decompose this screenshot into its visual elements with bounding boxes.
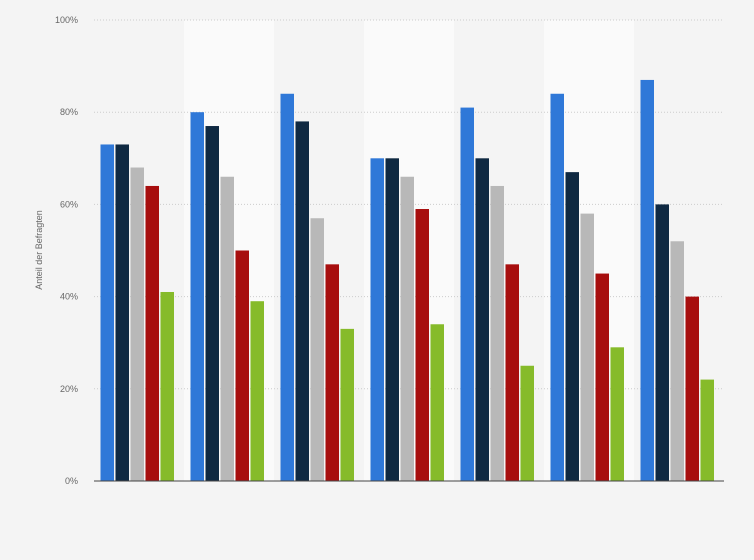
y-tick-label: 40% <box>60 292 78 302</box>
bar[interactable] <box>460 107 475 481</box>
y-axis-ticks: 0% 20% 40% 60% 80% 100% <box>55 15 78 486</box>
bar[interactable] <box>685 296 700 481</box>
bar[interactable] <box>220 176 235 482</box>
bar[interactable] <box>385 158 400 482</box>
bar[interactable] <box>565 172 580 481</box>
bar[interactable] <box>655 204 670 481</box>
y-tick-label: 20% <box>60 384 78 394</box>
bar[interactable] <box>610 347 625 481</box>
bar[interactable] <box>280 93 295 481</box>
bar[interactable] <box>640 79 655 482</box>
y-tick-label: 60% <box>60 199 78 209</box>
bar[interactable] <box>250 301 265 481</box>
y-tick-label: 80% <box>60 107 78 117</box>
bar[interactable] <box>115 144 130 481</box>
bar[interactable] <box>325 264 340 481</box>
bar[interactable] <box>550 93 565 481</box>
bar[interactable] <box>595 273 610 481</box>
bar[interactable] <box>235 250 250 482</box>
y-tick-label: 0% <box>65 476 78 486</box>
bar[interactable] <box>400 176 415 482</box>
bar[interactable] <box>310 218 325 482</box>
bar[interactable] <box>100 144 115 481</box>
bar[interactable] <box>430 324 445 481</box>
bar[interactable] <box>580 213 595 481</box>
bar[interactable] <box>205 126 220 481</box>
bar[interactable] <box>670 241 685 481</box>
bar[interactable] <box>475 158 490 482</box>
y-tick-label: 100% <box>55 15 78 25</box>
bar[interactable] <box>145 185 160 481</box>
bar[interactable] <box>190 112 205 481</box>
bar[interactable] <box>700 379 715 481</box>
bar[interactable] <box>415 209 430 481</box>
bar[interactable] <box>295 121 310 482</box>
bar[interactable] <box>340 328 355 481</box>
bar[interactable] <box>490 185 505 481</box>
bar[interactable] <box>130 167 145 481</box>
bars <box>100 79 715 482</box>
bar[interactable] <box>160 291 175 481</box>
bar[interactable] <box>505 264 520 481</box>
bar[interactable] <box>520 365 535 481</box>
y-axis-label: Anteil der Befragten <box>34 210 44 290</box>
bar[interactable] <box>370 158 385 482</box>
